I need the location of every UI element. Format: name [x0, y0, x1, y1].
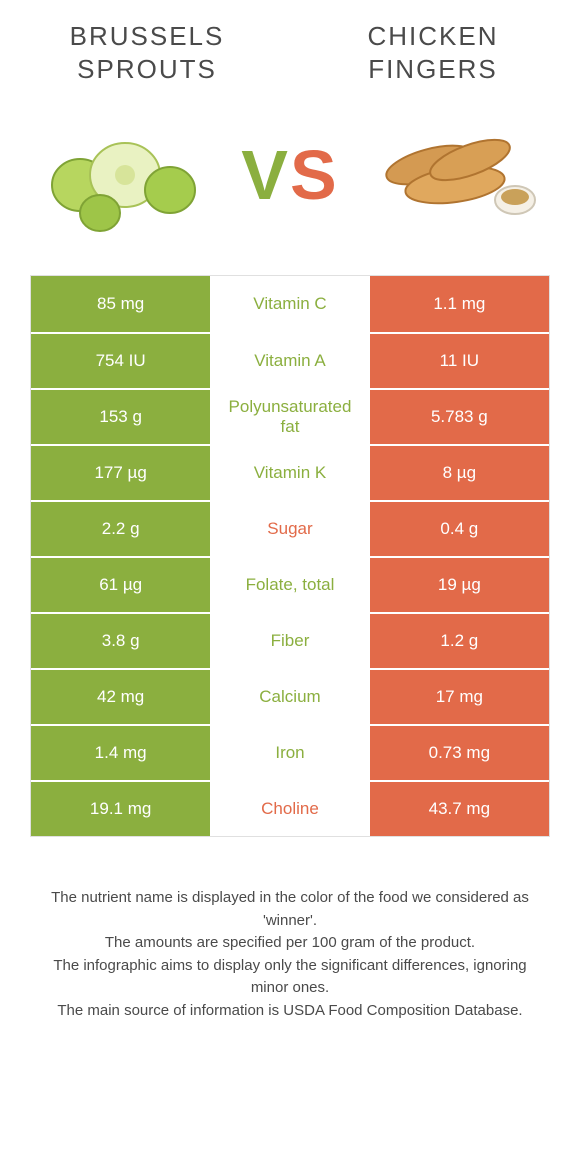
headers-row: BRUSSELS SPROUTS CHICKEN FINGERS — [30, 20, 550, 85]
right-value: 43.7 mg — [368, 780, 549, 836]
left-food-title: BRUSSELS SPROUTS — [30, 20, 264, 85]
footer-notes: The nutrient name is displayed in the co… — [30, 887, 550, 1022]
right-value: 8 µg — [368, 444, 549, 500]
nutrient-label: Iron — [212, 724, 367, 780]
nutrient-row: 61 µgFolate, total19 µg — [31, 556, 549, 612]
nutrient-label: Polyunsaturated fat — [212, 388, 367, 444]
vs-s-letter: S — [290, 136, 339, 214]
left-value: 3.8 g — [31, 612, 212, 668]
nutrient-row: 42 mgCalcium17 mg — [31, 668, 549, 724]
nutrient-label: Vitamin A — [212, 332, 367, 388]
right-value: 19 µg — [368, 556, 549, 612]
left-value: 19.1 mg — [31, 780, 212, 836]
nutrient-row: 1.4 mgIron0.73 mg — [31, 724, 549, 780]
brussels-sprouts-illustration — [30, 115, 210, 235]
vs-v-letter: V — [241, 136, 290, 214]
nutrient-label: Vitamin K — [212, 444, 367, 500]
infographic-container: BRUSSELS SPROUTS CHICKEN FINGERS VS — [0, 0, 580, 1042]
left-value: 85 mg — [31, 276, 212, 332]
left-value: 177 µg — [31, 444, 212, 500]
left-value: 61 µg — [31, 556, 212, 612]
right-food-title: CHICKEN FINGERS — [316, 20, 550, 85]
left-value: 754 IU — [31, 332, 212, 388]
right-value: 5.783 g — [368, 388, 549, 444]
nutrient-row: 19.1 mgCholine43.7 mg — [31, 780, 549, 836]
right-value: 1.1 mg — [368, 276, 549, 332]
footer-line-4: The main source of information is USDA F… — [40, 1000, 540, 1023]
nutrient-row: 3.8 gFiber1.2 g — [31, 612, 549, 668]
footer-line-2: The amounts are specified per 100 gram o… — [40, 932, 540, 955]
nutrient-row: 153 gPolyunsaturated fat5.783 g — [31, 388, 549, 444]
nutrient-label: Folate, total — [212, 556, 367, 612]
nutrient-row: 177 µgVitamin K8 µg — [31, 444, 549, 500]
chicken-fingers-illustration — [370, 115, 550, 235]
nutrient-label: Vitamin C — [212, 276, 367, 332]
right-value: 11 IU — [368, 332, 549, 388]
nutrient-label: Calcium — [212, 668, 367, 724]
nutrient-row: 85 mgVitamin C1.1 mg — [31, 276, 549, 332]
nutrient-label: Choline — [212, 780, 367, 836]
nutrient-label: Sugar — [212, 500, 367, 556]
right-value: 0.4 g — [368, 500, 549, 556]
right-value: 1.2 g — [368, 612, 549, 668]
left-value: 153 g — [31, 388, 212, 444]
footer-line-1: The nutrient name is displayed in the co… — [40, 887, 540, 932]
right-value: 17 mg — [368, 668, 549, 724]
nutrient-row: 754 IUVitamin A11 IU — [31, 332, 549, 388]
left-value: 1.4 mg — [31, 724, 212, 780]
nutrient-label: Fiber — [212, 612, 367, 668]
nutrient-table: 85 mgVitamin C1.1 mg754 IUVitamin A11 IU… — [30, 275, 550, 837]
left-value: 2.2 g — [31, 500, 212, 556]
left-value: 42 mg — [31, 668, 212, 724]
images-row: VS — [30, 115, 550, 235]
vs-label: VS — [241, 135, 338, 215]
right-value: 0.73 mg — [368, 724, 549, 780]
nutrient-row: 2.2 gSugar0.4 g — [31, 500, 549, 556]
footer-line-3: The infographic aims to display only the… — [40, 955, 540, 1000]
